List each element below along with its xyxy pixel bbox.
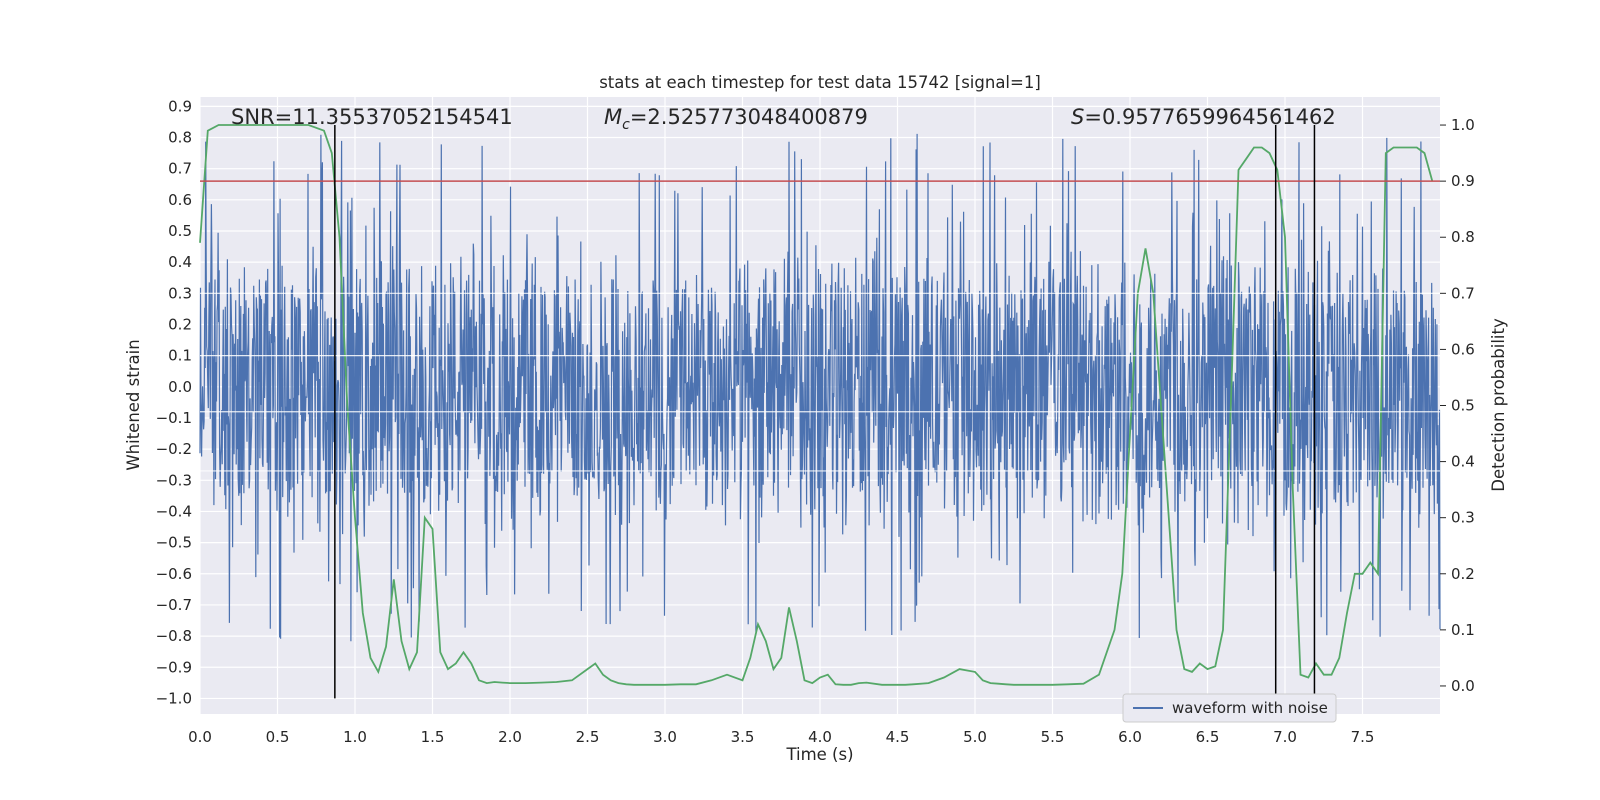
y-tick-label: −0.3 <box>156 471 192 489</box>
y-axis-label: Whitened strain <box>124 339 143 470</box>
x-tick-label: 2.0 <box>498 728 522 746</box>
y-tick-label: −0.2 <box>156 440 192 458</box>
x-tick-label: 6.0 <box>1118 728 1142 746</box>
y2-tick-label: 1.0 <box>1451 116 1475 134</box>
waveform-line <box>199 133 1441 642</box>
y-tick-label: −0.8 <box>156 627 192 645</box>
legend: waveform with noise <box>1122 693 1337 723</box>
y2-tick-label: 0.5 <box>1451 397 1475 415</box>
x-tick-label: 1.0 <box>343 728 367 746</box>
y2-tick-label: 0.1 <box>1451 621 1475 639</box>
y-tick-label: −0.1 <box>156 409 192 427</box>
snr-annotation: SNR=11.35537052154541 <box>231 105 513 129</box>
y-tick-label: −0.4 <box>156 502 192 520</box>
x-tick-label: 3.0 <box>653 728 677 746</box>
y-tick-label: 0.6 <box>168 191 192 209</box>
y-tick-label: 0.9 <box>168 97 192 115</box>
chart-title: stats at each timestep for test data 157… <box>599 73 1041 92</box>
y-tick-label: 0.7 <box>168 160 192 178</box>
x-tick-label: 0.5 <box>266 728 290 746</box>
y2-tick-label: 0.3 <box>1451 509 1475 527</box>
y2-tick-label: 0.4 <box>1451 453 1475 471</box>
x-tick-label: 4.5 <box>886 728 910 746</box>
legend-box <box>1122 693 1337 723</box>
x-tick-label: 4.0 <box>808 728 832 746</box>
y-tick-label: −0.6 <box>156 565 192 583</box>
tick-labels: 0.0 0.5 1.0 1.5 2.0 2.5 3.0 3.5 4.0 4.5 5.0 5.5 6.0 6… <box>156 97 1475 746</box>
y-tick-label: −0.9 <box>156 658 192 676</box>
y-tick-label: −1.0 <box>156 689 192 707</box>
y2-tick-label: 0.8 <box>1451 228 1475 246</box>
y2-tick-label: 0.7 <box>1451 284 1475 302</box>
y2-axis-label: Detection probability <box>1489 318 1508 492</box>
probability-series <box>199 124 1434 686</box>
legend-label: waveform with noise <box>1172 699 1328 717</box>
y-tick-label: 0.0 <box>168 378 192 396</box>
y-tick-label: 0.8 <box>168 129 192 147</box>
x-tick-label: 7.5 <box>1351 728 1375 746</box>
y-tick-label: −0.7 <box>156 596 192 614</box>
x-axis-label: Time (s) <box>785 745 853 764</box>
x-tick-label: 0.0 <box>188 728 212 746</box>
y-tick-label: 0.2 <box>168 315 192 333</box>
y2-tick-label: 0.2 <box>1451 565 1475 583</box>
y-tick-label: 0.5 <box>168 222 192 240</box>
y-tick-label: 0.1 <box>168 347 192 365</box>
x-tick-label: 7.0 <box>1273 728 1297 746</box>
chirp-mass-annotation: Mc=2.525773048400879 <box>604 105 868 133</box>
x-tick-label: 2.5 <box>576 728 600 746</box>
y-tick-label: 0.4 <box>168 253 192 271</box>
y2-tick-label: 0.0 <box>1451 677 1475 695</box>
y-tick-label: 0.3 <box>168 284 192 302</box>
waveform-series <box>199 133 1441 642</box>
y2-tick-label: 0.6 <box>1451 340 1475 358</box>
x-tick-label: 6.5 <box>1196 728 1220 746</box>
overlays <box>200 125 1440 699</box>
y-tick-label: −0.5 <box>156 534 192 552</box>
y2-tick-label: 0.9 <box>1451 172 1475 190</box>
x-tick-label: 5.5 <box>1041 728 1065 746</box>
x-tick-label: 1.5 <box>421 728 445 746</box>
x-tick-label: 5.0 <box>963 728 987 746</box>
s-statistic-annotation: S=0.9577659964561462 <box>1071 105 1336 129</box>
x-tick-label: 3.5 <box>731 728 755 746</box>
probability-line <box>199 124 1434 686</box>
